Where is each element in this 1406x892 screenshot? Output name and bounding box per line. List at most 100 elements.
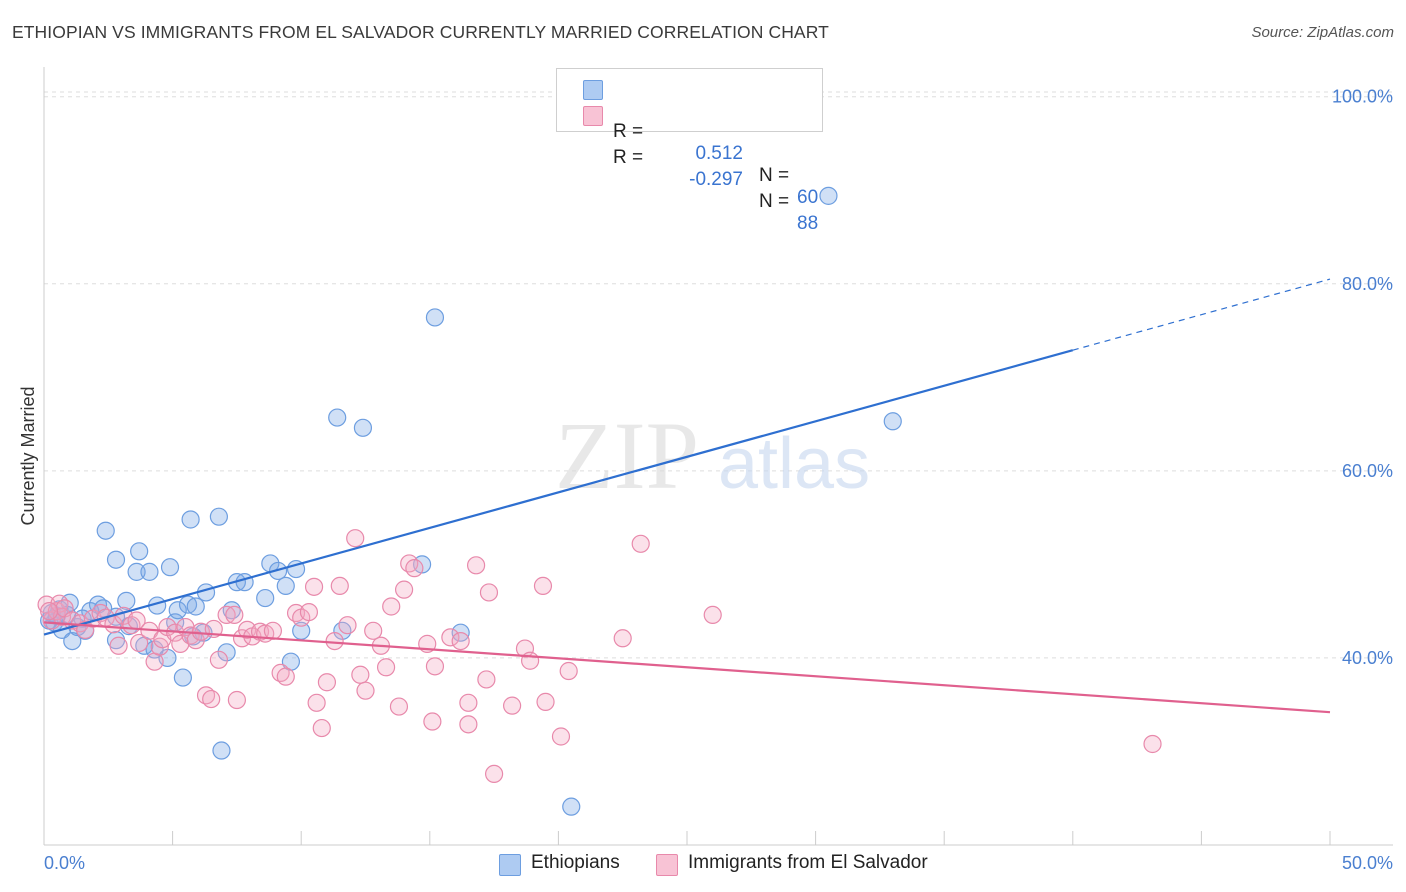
x-tick-max: 50.0% bbox=[1342, 853, 1393, 873]
data-point bbox=[338, 616, 357, 635]
data-point bbox=[235, 573, 254, 592]
bottom-legend-label: Immigrants from El Salvador bbox=[688, 852, 928, 873]
data-point bbox=[819, 186, 838, 205]
legend-r-label: R = bbox=[613, 147, 644, 168]
data-point bbox=[181, 510, 200, 529]
data-point bbox=[459, 715, 478, 734]
legend-r-value: 0.512 bbox=[695, 143, 743, 164]
bottom-legend-swatch-blue bbox=[499, 854, 521, 876]
data-point bbox=[109, 636, 128, 655]
data-point bbox=[485, 764, 504, 784]
data-point bbox=[276, 667, 295, 686]
y-tick-label: 40.0% bbox=[1342, 648, 1393, 668]
data-point bbox=[217, 605, 236, 625]
data-point bbox=[130, 542, 149, 561]
data-point bbox=[117, 591, 136, 610]
data-point bbox=[330, 576, 349, 596]
trend-line-ethiopians bbox=[43, 349, 1074, 636]
y-tick-label: 100.0% bbox=[1332, 87, 1393, 107]
data-point bbox=[613, 629, 632, 648]
data-point bbox=[209, 507, 228, 526]
data-point bbox=[150, 637, 169, 656]
legend-n-label: N = bbox=[759, 165, 790, 186]
y-tick-label: 80.0% bbox=[1342, 274, 1393, 294]
data-point bbox=[405, 559, 424, 578]
data-point bbox=[325, 631, 344, 651]
series-el-salvador bbox=[37, 529, 1162, 784]
legend-n-value: 88 bbox=[797, 213, 819, 234]
data-point bbox=[521, 651, 540, 670]
data-point bbox=[307, 693, 326, 712]
data-point bbox=[276, 576, 295, 596]
data-point bbox=[312, 718, 331, 738]
chart-title: ETHIOPIAN VS IMMIGRANTS FROM EL SALVADOR… bbox=[12, 22, 829, 42]
data-point bbox=[225, 605, 244, 625]
data-point bbox=[459, 693, 478, 712]
data-point bbox=[703, 605, 722, 625]
data-point bbox=[466, 556, 486, 575]
data-point bbox=[382, 597, 401, 616]
data-point bbox=[351, 665, 370, 684]
data-point bbox=[209, 650, 228, 669]
legend-row-el-salvador: R = -0.297 N = 88 bbox=[583, 103, 818, 257]
watermark: ZIP atlas bbox=[555, 402, 870, 509]
data-point bbox=[631, 534, 650, 553]
data-point bbox=[353, 418, 373, 437]
data-point bbox=[533, 576, 553, 596]
data-point bbox=[140, 562, 159, 581]
data-point bbox=[63, 631, 82, 651]
data-point bbox=[346, 529, 365, 548]
axes bbox=[43, 67, 1393, 846]
data-point bbox=[1143, 734, 1162, 754]
bottom-legend-swatch-pink bbox=[656, 854, 678, 876]
trend-line-el-salvador bbox=[43, 621, 1331, 714]
data-point bbox=[217, 643, 236, 662]
data-point bbox=[263, 621, 283, 640]
data-point bbox=[562, 797, 581, 816]
data-point bbox=[130, 633, 149, 653]
legend-r-value: -0.297 bbox=[689, 169, 743, 190]
data-point bbox=[356, 681, 375, 700]
data-point bbox=[212, 741, 231, 760]
data-point bbox=[425, 308, 445, 327]
data-point bbox=[394, 580, 414, 599]
y-tick-label: 60.0% bbox=[1342, 461, 1393, 481]
watermark-zip: ZIP bbox=[555, 402, 699, 509]
data-point bbox=[423, 712, 442, 731]
legend: R = 0.512 N = 60 R = -0.297 N = 88 bbox=[556, 68, 823, 234]
bottom-legend-label: Ethiopians bbox=[531, 852, 620, 873]
x-tick-min: 0.0% bbox=[44, 853, 85, 873]
data-point bbox=[479, 583, 499, 602]
data-point bbox=[304, 577, 324, 596]
data-point bbox=[883, 412, 902, 431]
trend-lines bbox=[43, 278, 1331, 714]
data-point bbox=[389, 697, 409, 716]
data-point bbox=[551, 727, 571, 746]
data-point bbox=[106, 550, 126, 569]
y-axis-label: Currently Married bbox=[18, 386, 38, 525]
data-point bbox=[441, 628, 460, 647]
data-point bbox=[317, 673, 337, 692]
data-point bbox=[173, 668, 192, 687]
data-point bbox=[376, 658, 396, 677]
data-point bbox=[559, 661, 578, 681]
legend-swatch-pink bbox=[583, 106, 603, 126]
data-point bbox=[536, 692, 555, 711]
legend-swatch-blue bbox=[583, 80, 603, 100]
chart-source: Source: ZipAtlas.com bbox=[1251, 24, 1394, 41]
data-point bbox=[168, 601, 187, 620]
data-point bbox=[256, 588, 275, 608]
legend-n-label: N = bbox=[759, 191, 790, 212]
data-point bbox=[96, 521, 115, 540]
data-point bbox=[160, 558, 180, 577]
data-point bbox=[451, 631, 470, 651]
data-point bbox=[425, 657, 445, 676]
data-point bbox=[227, 690, 246, 710]
data-point bbox=[186, 597, 205, 616]
legend-r-label: R = bbox=[613, 121, 644, 142]
data-point bbox=[477, 670, 496, 689]
data-point bbox=[503, 696, 522, 715]
data-point bbox=[40, 602, 59, 621]
y-tick-labels: 100.0% 80.0% 60.0% 40.0% bbox=[1332, 87, 1393, 668]
